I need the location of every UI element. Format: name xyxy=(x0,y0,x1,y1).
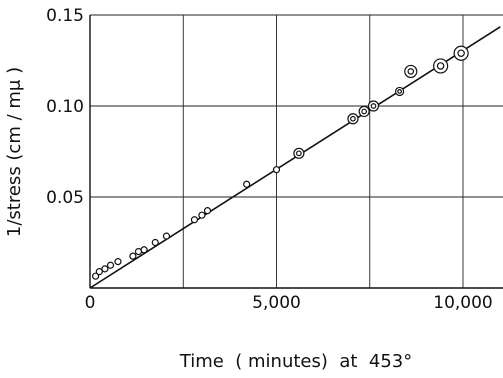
data-point xyxy=(114,258,122,266)
data-point xyxy=(293,147,305,159)
x-tick-label: 10,000 xyxy=(433,293,492,313)
data-point-inner-ring xyxy=(370,103,377,109)
x-tick-label: 0 xyxy=(85,293,96,313)
data-point xyxy=(394,86,405,97)
data-point xyxy=(367,100,380,112)
data-point xyxy=(203,207,212,215)
data-point xyxy=(433,58,449,74)
data-point xyxy=(140,246,148,254)
y-tick-label: 0.15 xyxy=(46,6,84,26)
axes xyxy=(89,15,503,289)
data-point-inner-ring xyxy=(361,108,368,115)
data-point xyxy=(453,45,469,61)
data-point xyxy=(404,64,418,79)
data-point xyxy=(101,265,109,273)
data-point-inner-ring xyxy=(397,89,402,94)
x-tick-label: 5,000 xyxy=(252,293,301,313)
data-point-inner-ring xyxy=(436,62,445,70)
data-point-inner-ring xyxy=(407,68,415,75)
data-point xyxy=(129,252,137,260)
y-axis-title: 1/stress (cm / mμ ) xyxy=(4,67,25,237)
data-point xyxy=(91,272,100,280)
y-tick-label: 0.05 xyxy=(46,188,84,208)
x-axis-title: Time ( minutes) at 453° xyxy=(179,351,412,372)
y-tick-label: 0.10 xyxy=(46,97,84,117)
data-point xyxy=(198,211,206,219)
data-point-inner-ring xyxy=(457,49,465,57)
data-point xyxy=(272,166,281,174)
data-point xyxy=(106,261,115,269)
data-point xyxy=(151,238,159,247)
data-point xyxy=(358,105,370,118)
data-point-inner-ring xyxy=(296,150,302,157)
data-point xyxy=(190,216,199,224)
data-point xyxy=(95,268,103,276)
data-points xyxy=(91,45,469,280)
data-point xyxy=(243,180,251,188)
tick-labels: 0 5,000 10,000 0.05 0.10 0.15 xyxy=(46,6,493,313)
data-point xyxy=(347,113,359,125)
data-point-inner-ring xyxy=(350,115,356,122)
data-point xyxy=(162,232,171,240)
